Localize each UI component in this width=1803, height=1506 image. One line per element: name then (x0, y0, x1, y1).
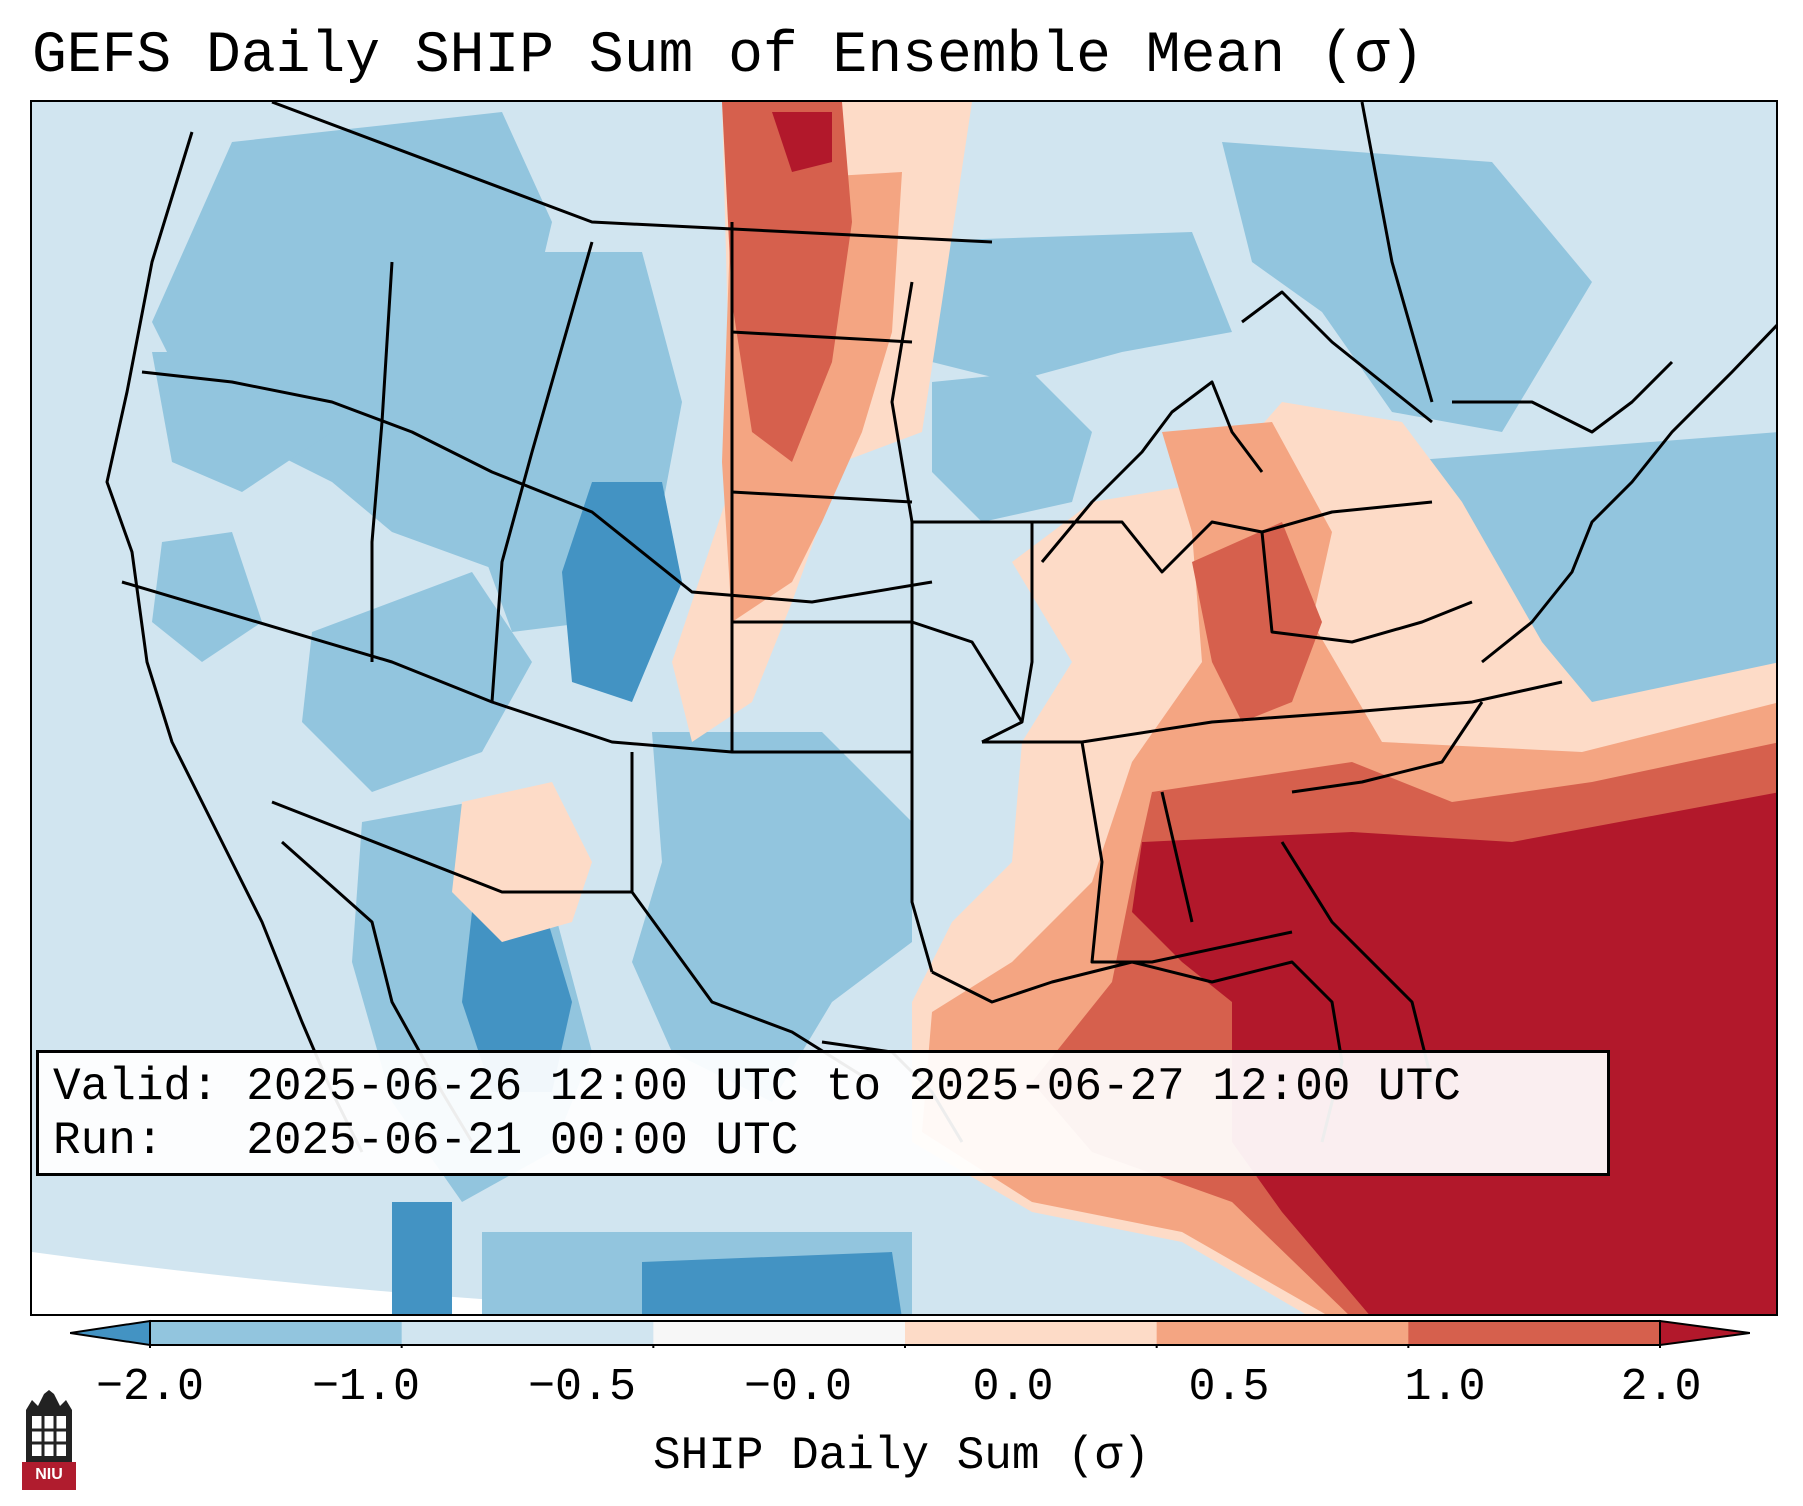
validity-info-box: Valid: 2025-06-26 12:00 UTC to 2025-06-2… (36, 1050, 1610, 1176)
colorbar-segment (1156, 1321, 1409, 1345)
niu-tower-icon (22, 1390, 76, 1490)
niu-logo: NIU (20, 1390, 78, 1490)
strong-negative-anomaly (392, 482, 902, 1314)
colorbar-segment (401, 1321, 654, 1345)
colorbar-segments (70, 1319, 1750, 1347)
political-boundaries (105, 102, 1776, 1153)
colorbar-segment (653, 1321, 906, 1345)
colorbar-tick-label: −2.0 (95, 1362, 205, 1413)
page-title: GEFS Daily SHIP Sum of Ensemble Mean (σ) (32, 24, 1425, 89)
colorbar-segment (905, 1321, 1158, 1345)
colorbar-tickmarks (149, 1345, 1661, 1348)
colorbar-tick-label: 2.0 (1620, 1362, 1702, 1413)
colorbar-tick-label: 0.0 (972, 1362, 1054, 1413)
colorbar-tick-label: −0.5 (527, 1362, 637, 1413)
run-time-line: Run: 2025-06-21 00:00 UTC (53, 1115, 799, 1167)
colorbar-segment (150, 1321, 403, 1345)
niu-logo-text: NIU (35, 1466, 63, 1483)
colorbar (70, 1319, 1750, 1348)
colorbar-tick-label: −1.0 (311, 1362, 421, 1413)
colorbar-tick-label: 1.0 (1404, 1362, 1486, 1413)
colorbar-tick-label: 0.5 (1188, 1362, 1270, 1413)
colorbar-extend-high (1659, 1319, 1750, 1347)
colorbar-label: SHIP Daily Sum (σ) (653, 1430, 1150, 1482)
valid-time-line: Valid: 2025-06-26 12:00 UTC to 2025-06-2… (53, 1061, 1461, 1113)
colorbar-tick-label: −0.0 (743, 1362, 853, 1413)
colorbar-extend-low (70, 1319, 151, 1347)
colorbar-segment (1408, 1321, 1661, 1345)
